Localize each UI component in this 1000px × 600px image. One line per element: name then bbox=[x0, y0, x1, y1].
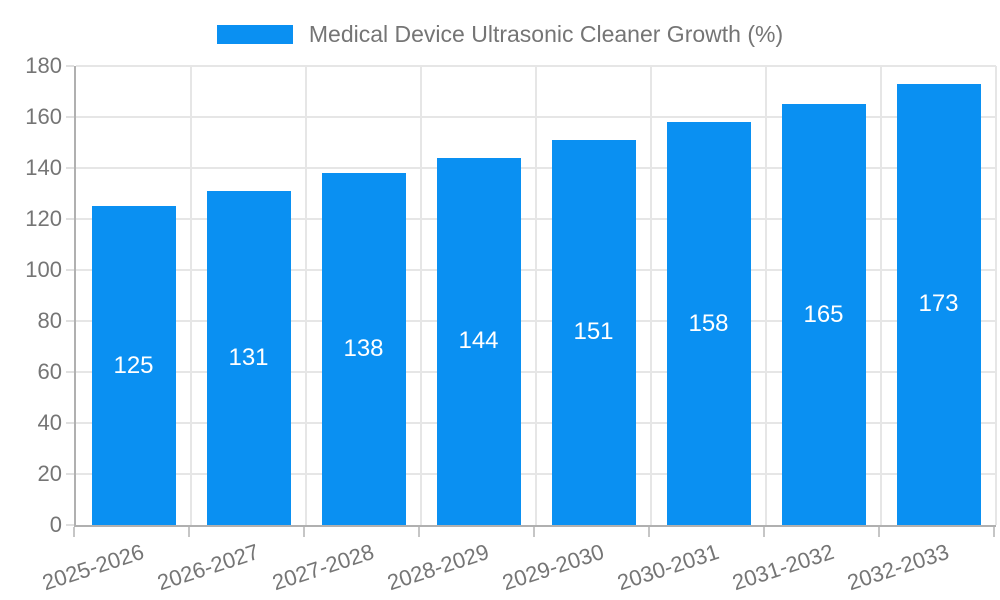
y-tick-label: 160 bbox=[25, 104, 62, 129]
y-tick-label: 0 bbox=[49, 512, 62, 537]
x-gridline bbox=[650, 66, 652, 525]
x-tick-label: 2029-2030 bbox=[499, 539, 608, 596]
x-gridline bbox=[995, 66, 997, 525]
y-tick bbox=[66, 473, 74, 475]
x-gridline bbox=[880, 66, 882, 525]
x-tick bbox=[648, 527, 650, 537]
x-tick bbox=[763, 527, 765, 537]
y-tick bbox=[66, 524, 74, 526]
x-tick bbox=[188, 527, 190, 537]
y-tick-label: 140 bbox=[25, 155, 62, 180]
x-tick-label: 2026-2027 bbox=[154, 539, 263, 596]
bar-value-label: 173 bbox=[918, 290, 959, 318]
y-tick-label: 180 bbox=[25, 53, 62, 78]
bar: 173 bbox=[896, 83, 981, 525]
y-tick bbox=[66, 269, 74, 271]
legend-swatch bbox=[216, 24, 293, 44]
bar-value-label: 125 bbox=[113, 351, 154, 379]
bar: 158 bbox=[666, 122, 751, 525]
x-tick-label: 2030-2031 bbox=[614, 539, 723, 596]
y-tick-label: 120 bbox=[25, 206, 62, 231]
y-tick bbox=[66, 320, 74, 322]
bar: 131 bbox=[206, 190, 291, 525]
bar: 125 bbox=[91, 206, 176, 525]
x-gridline bbox=[765, 66, 767, 525]
x-tick-label: 2025-2026 bbox=[39, 539, 148, 596]
y-tick bbox=[66, 116, 74, 118]
bar-value-label: 151 bbox=[573, 318, 614, 346]
y-tick bbox=[66, 422, 74, 424]
y-tick-label: 20 bbox=[37, 461, 62, 486]
bar: 165 bbox=[781, 104, 866, 525]
bar-value-label: 138 bbox=[343, 335, 384, 363]
bar-value-label: 131 bbox=[228, 343, 269, 371]
y-tick bbox=[66, 167, 74, 169]
x-tick bbox=[993, 527, 995, 537]
x-tick-label: 2032-2033 bbox=[844, 539, 953, 596]
plot-area: 125 131 138 144 151 158 165 173 bbox=[74, 65, 997, 527]
y-tick bbox=[66, 65, 74, 67]
x-tick-label: 2028-2029 bbox=[384, 539, 493, 596]
x-gridline bbox=[420, 66, 422, 525]
x-gridline bbox=[535, 66, 537, 525]
y-tick-label: 60 bbox=[37, 359, 62, 384]
x-gridline bbox=[305, 66, 307, 525]
bar-value-label: 158 bbox=[688, 309, 729, 337]
bar: 151 bbox=[551, 139, 636, 525]
x-tick bbox=[878, 527, 880, 537]
y-tick-label: 40 bbox=[37, 410, 62, 435]
legend-label: Medical Device Ultrasonic Cleaner Growth… bbox=[308, 20, 784, 47]
bar: 144 bbox=[436, 157, 521, 525]
legend: Medical Device Ultrasonic Cleaner Growth… bbox=[0, 16, 1000, 52]
y-tick bbox=[66, 218, 74, 220]
x-gridline bbox=[190, 66, 192, 525]
y-tick bbox=[66, 371, 74, 373]
x-tick bbox=[533, 527, 535, 537]
x-tick-label: 2031-2032 bbox=[729, 539, 838, 596]
bar-value-label: 165 bbox=[803, 300, 844, 328]
x-tick bbox=[303, 527, 305, 537]
x-tick-label: 2027-2028 bbox=[269, 539, 378, 596]
x-tick bbox=[418, 527, 420, 537]
bar-value-label: 144 bbox=[458, 327, 499, 355]
bar: 138 bbox=[321, 173, 406, 525]
y-tick-label: 100 bbox=[25, 257, 62, 282]
y-tick-label: 80 bbox=[37, 308, 62, 333]
x-tick bbox=[73, 527, 75, 537]
